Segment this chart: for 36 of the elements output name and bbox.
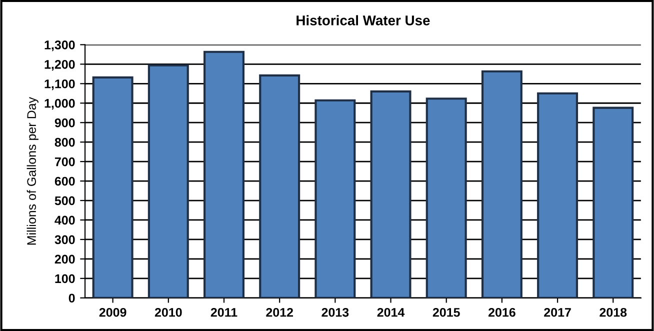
bar <box>148 64 189 298</box>
y-tick-label: 1,000 <box>44 98 75 110</box>
bar <box>92 76 134 298</box>
x-tick-label: 2013 <box>322 308 349 317</box>
bar <box>370 90 412 298</box>
x-tick-label: 2011 <box>210 308 238 317</box>
y-tick-label: 0 <box>68 294 75 303</box>
x-tick-label: 2018 <box>600 308 627 317</box>
y-tick-label: 400 <box>54 216 75 225</box>
y-tick-label: 900 <box>54 118 75 128</box>
y-tick-label: 100 <box>55 274 75 284</box>
x-tick-label: 2009 <box>99 308 126 317</box>
bar <box>203 50 244 298</box>
x-tick-label: 2015 <box>432 308 460 317</box>
bar <box>426 98 467 298</box>
x-tick-label: 2017 <box>544 308 571 317</box>
x-tick-label: 2014 <box>377 308 405 317</box>
y-tick-label: 300 <box>54 235 75 244</box>
x-tick-label: 2010 <box>154 308 182 317</box>
bar <box>592 106 634 298</box>
bar <box>314 99 356 298</box>
x-tick-label: 2012 <box>266 308 293 317</box>
y-tick-label: 500 <box>54 196 75 206</box>
y-tick-label: 200 <box>54 254 75 264</box>
y-tick-label: 700 <box>54 157 75 166</box>
y-axis-title: Millions of Gallons per Day <box>26 96 38 245</box>
y-tick-label: 1,100 <box>44 79 75 90</box>
x-tick-label: 2016 <box>488 308 516 317</box>
chart-title: Historical Water Use <box>296 15 430 26</box>
y-tick-label: 1,200 <box>44 60 75 71</box>
y-tick-label: 1,300 <box>44 40 75 52</box>
bar <box>259 74 300 298</box>
y-tick-label: 800 <box>54 138 75 147</box>
bar <box>537 92 578 298</box>
bar <box>481 70 522 298</box>
y-tick-label: 600 <box>54 176 75 186</box>
